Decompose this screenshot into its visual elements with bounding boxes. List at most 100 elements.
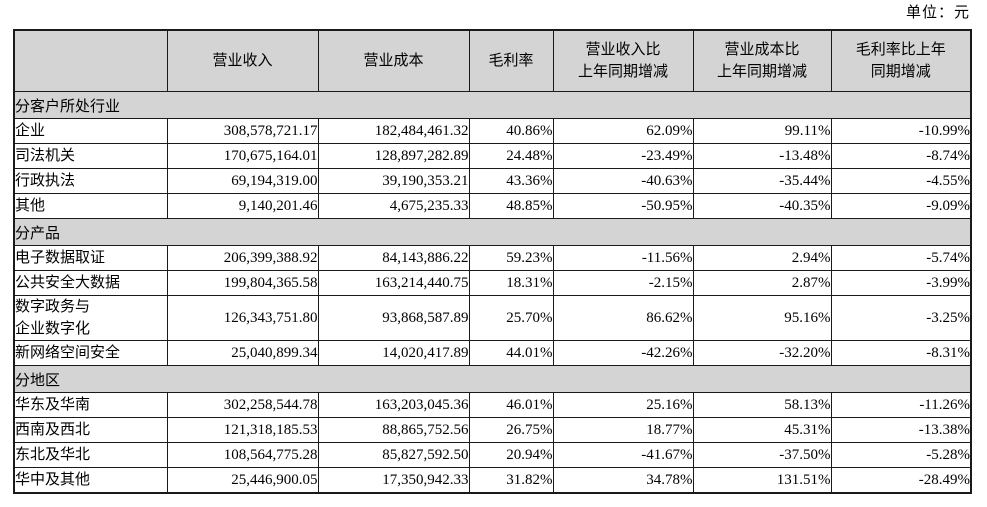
table-body: 分客户所处行业 企业 308,578,721.17 182,484,461.32 40.… [13, 91, 972, 494]
value-cell: 43.36% [468, 168, 554, 194]
value-cell: 128,897,282.89 [317, 143, 470, 169]
value-cell: 45.31% [692, 417, 832, 443]
value-cell: -8.74% [830, 143, 972, 169]
section-title: 分客户所处行业 [13, 91, 972, 119]
value-cell: -3.99% [830, 270, 972, 296]
header-cell-blank [13, 29, 168, 92]
value-cell: -8.31% [830, 340, 972, 366]
table-row: 公共安全大数据 199,804,365.58 163,214,440.75 18.31… [13, 270, 972, 296]
value-cell: 24.48% [468, 143, 554, 169]
section-row-region: 分地区 [13, 365, 972, 393]
value-cell: -50.95% [552, 193, 694, 219]
value-cell: 9,140,201.46 [166, 193, 319, 219]
value-cell: 25.70% [468, 295, 554, 341]
value-cell: 126,343,751.80 [166, 295, 319, 341]
value-cell: 182,484,461.32 [317, 118, 470, 144]
value-cell: 308,578,721.17 [166, 118, 319, 144]
header-cell-gross-margin: 毛利率 [468, 29, 554, 92]
header-cell-revenue: 营业收入 [166, 29, 319, 92]
section-title: 分地区 [13, 365, 972, 393]
row-label-cell: 司法机关 [13, 143, 168, 169]
value-cell: 25,040,899.34 [166, 340, 319, 366]
value-cell: 17,350,942.33 [317, 467, 470, 494]
section-title: 分产品 [13, 218, 972, 246]
header-cell-cost: 营业成本 [317, 29, 470, 92]
value-cell: 39,190,353.21 [317, 168, 470, 194]
row-label-cell: 公共安全大数据 [13, 270, 168, 296]
value-cell: -5.74% [830, 245, 972, 271]
value-cell: 44.01% [468, 340, 554, 366]
row-label-cell: 华中及其他 [13, 467, 168, 494]
value-cell: 20.94% [468, 442, 554, 468]
row-label-cell: 行政执法 [13, 168, 168, 194]
value-cell: -4.55% [830, 168, 972, 194]
value-cell: -35.44% [692, 168, 832, 194]
table-row: 行政执法 69,194,319.00 39,190,353.21 43.36% -40.… [13, 168, 972, 194]
value-cell: -9.09% [830, 193, 972, 219]
value-cell: -40.63% [552, 168, 694, 194]
value-cell: 14,020,417.89 [317, 340, 470, 366]
value-cell: 18.77% [552, 417, 694, 443]
row-label-cell: 西南及西北 [13, 417, 168, 443]
value-cell: -10.99% [830, 118, 972, 144]
row-label-cell: 新网络空间安全 [13, 340, 168, 366]
value-cell: 131.51% [692, 467, 832, 494]
value-cell: -11.26% [830, 392, 972, 418]
value-cell: -2.15% [552, 270, 694, 296]
value-cell: 199,804,365.58 [166, 270, 319, 296]
row-label-cell: 数字政务与 企业数字化 [13, 295, 168, 341]
value-cell: -28.49% [830, 467, 972, 494]
value-cell: 163,214,440.75 [317, 270, 470, 296]
row-label-cell: 企业 [13, 118, 168, 144]
table-row: 新网络空间安全 25,040,899.34 14,020,417.89 44.01% -… [13, 340, 972, 366]
table-row: 西南及西北 121,318,185.53 88,865,752.56 26.75% 18… [13, 417, 972, 443]
value-cell: -11.56% [552, 245, 694, 271]
section-row-product: 分产品 [13, 218, 972, 246]
value-cell: 62.09% [552, 118, 694, 144]
table-row: 华中及其他 25,446,900.05 17,350,942.33 31.82% 34.… [13, 467, 972, 494]
value-cell: 99.11% [692, 118, 832, 144]
value-cell: -13.38% [830, 417, 972, 443]
table-row: 司法机关 170,675,164.01 128,897,282.89 24.48% -2… [13, 143, 972, 169]
header-cell-margin-yoy: 毛利率比上年 同期增减 [830, 29, 972, 92]
value-cell: 18.31% [468, 270, 554, 296]
row-label-cell: 华东及华南 [13, 392, 168, 418]
value-cell: -37.50% [692, 442, 832, 468]
value-cell: 46.01% [468, 392, 554, 418]
value-cell: -3.25% [830, 295, 972, 341]
value-cell: 69,194,319.00 [166, 168, 319, 194]
table-row: 其他 9,140,201.46 4,675,235.33 48.85% -50.95% -… [13, 193, 972, 219]
header-row: 营业收入 营业成本 毛利率 营业收入比 上年同期增减 营业成本比 上年同期增减 … [13, 29, 972, 92]
value-cell: -32.20% [692, 340, 832, 366]
value-cell: 58.13% [692, 392, 832, 418]
section-row-customer-industry: 分客户所处行业 [13, 91, 972, 119]
table-row: 东北及华北 108,564,775.28 85,827,592.50 20.94% -4… [13, 442, 972, 468]
row-label-cell: 其他 [13, 193, 168, 219]
value-cell: 26.75% [468, 417, 554, 443]
value-cell: 25.16% [552, 392, 694, 418]
table-row: 电子数据取证 206,399,388.92 84,143,886.22 59.23% -… [13, 245, 972, 271]
value-cell: 34.78% [552, 467, 694, 494]
table-row: 数字政务与 企业数字化 126,343,751.80 93,868,587.89 25… [13, 295, 972, 341]
header-cell-cost-yoy: 营业成本比 上年同期增减 [692, 29, 832, 92]
value-cell: 59.23% [468, 245, 554, 271]
value-cell: 206,399,388.92 [166, 245, 319, 271]
value-cell: 95.16% [692, 295, 832, 341]
value-cell: 2.87% [692, 270, 832, 296]
segment-breakdown-table: 营业收入 营业成本 毛利率 营业收入比 上年同期增减 营业成本比 上年同期增减 … [13, 29, 972, 494]
value-cell: -23.49% [552, 143, 694, 169]
value-cell: 86.62% [552, 295, 694, 341]
value-cell: -5.28% [830, 442, 972, 468]
value-cell: 25,446,900.05 [166, 467, 319, 494]
value-cell: 170,675,164.01 [166, 143, 319, 169]
header-cell-revenue-yoy: 营业收入比 上年同期增减 [552, 29, 694, 92]
value-cell: 93,868,587.89 [317, 295, 470, 341]
table-row: 企业 308,578,721.17 182,484,461.32 40.86% 62.0… [13, 118, 972, 144]
value-cell: -13.48% [692, 143, 832, 169]
value-cell: 85,827,592.50 [317, 442, 470, 468]
value-cell: 31.82% [468, 467, 554, 494]
value-cell: 4,675,235.33 [317, 193, 470, 219]
value-cell: 40.86% [468, 118, 554, 144]
value-cell: 108,564,775.28 [166, 442, 319, 468]
value-cell: 48.85% [468, 193, 554, 219]
